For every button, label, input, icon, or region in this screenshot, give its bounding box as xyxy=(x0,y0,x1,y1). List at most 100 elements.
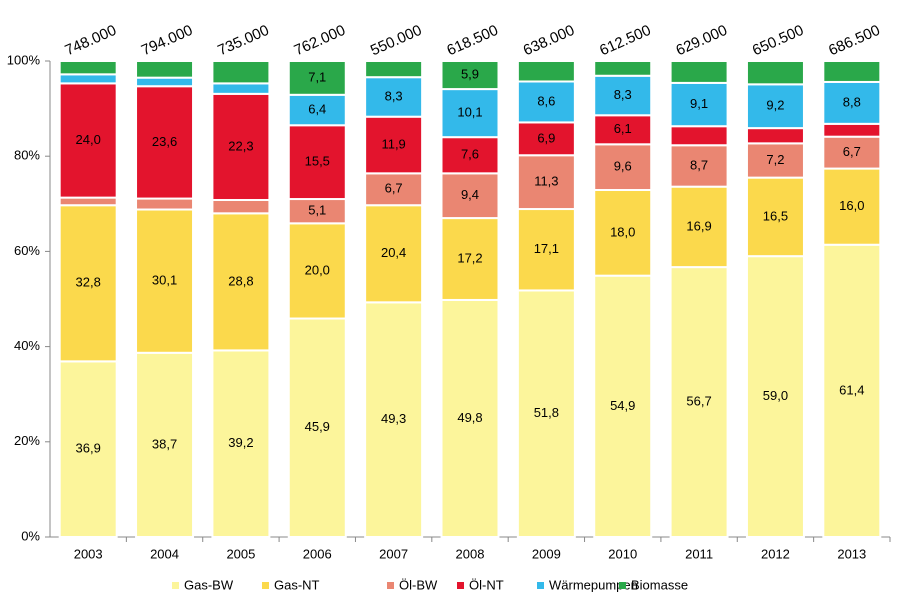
value-label: 56,7 xyxy=(686,393,711,408)
bar-segment xyxy=(287,317,347,538)
value-label: 10,1 xyxy=(457,105,482,120)
bar-segment xyxy=(135,60,195,79)
y-tick-label: 60% xyxy=(14,243,40,258)
bar-segment xyxy=(287,60,347,96)
legend-label: Wärmepumpen xyxy=(549,577,638,592)
y-tick-label: 20% xyxy=(14,433,40,448)
bar-segment xyxy=(822,122,882,138)
value-label: 36,9 xyxy=(76,441,101,456)
value-label: 49,8 xyxy=(457,410,482,425)
x-tick-label: 2009 xyxy=(532,546,561,561)
bar-segment xyxy=(364,60,424,79)
bar-segment xyxy=(211,82,271,95)
legend-swatch xyxy=(262,582,269,589)
bar-segment xyxy=(440,88,500,139)
bar-segment xyxy=(135,351,195,538)
legend-swatch xyxy=(619,582,626,589)
value-label: 59,0 xyxy=(763,388,788,403)
value-label: 38,7 xyxy=(152,436,177,451)
bar-segment xyxy=(58,204,118,363)
x-tick-label: 2012 xyxy=(761,546,790,561)
value-label: 28,8 xyxy=(228,273,253,288)
value-label: 8,3 xyxy=(614,87,632,102)
value-label: 5,1 xyxy=(308,203,326,218)
y-tick-label: 80% xyxy=(14,148,40,163)
value-label: 15,5 xyxy=(305,154,330,169)
total-label: 618.500 xyxy=(444,22,500,60)
value-label: 49,3 xyxy=(381,411,406,426)
value-label: 7,1 xyxy=(308,69,326,84)
bar-segment xyxy=(211,60,271,85)
total-label: 612.500 xyxy=(597,22,653,60)
value-label: 24,0 xyxy=(76,132,101,147)
value-label: 11,9 xyxy=(381,136,405,151)
legend-label: Öl-NT xyxy=(469,577,504,592)
value-label: 8,6 xyxy=(537,93,555,108)
bar-segment xyxy=(593,143,653,191)
legend-swatch xyxy=(457,582,464,589)
legend-label: Öl-BW xyxy=(399,577,438,592)
bar-segment xyxy=(669,60,729,84)
bar-segment xyxy=(135,197,195,211)
value-label: 54,9 xyxy=(610,398,635,413)
y-tick-label: 40% xyxy=(14,338,40,353)
value-label: 6,7 xyxy=(843,144,861,159)
bar-segment xyxy=(593,60,653,77)
total-label: 794.000 xyxy=(139,22,195,60)
value-label: 16,5 xyxy=(763,208,788,223)
value-label: 6,4 xyxy=(308,101,326,116)
value-label: 32,8 xyxy=(76,275,101,290)
bar-segment xyxy=(58,196,118,207)
x-tick-label: 2005 xyxy=(226,546,255,561)
legend-label: Gas-BW xyxy=(184,577,234,592)
x-tick-label: 2013 xyxy=(837,546,866,561)
x-tick-label: 2006 xyxy=(303,546,332,561)
bar-segment xyxy=(440,136,500,175)
bar-segment xyxy=(211,198,271,215)
bar-segment xyxy=(516,121,576,157)
total-label: 748.000 xyxy=(63,22,119,60)
bar-segment xyxy=(745,142,805,179)
total-label: 550.000 xyxy=(368,22,424,60)
x-tick-label: 2010 xyxy=(608,546,637,561)
value-label: 39,2 xyxy=(228,435,253,450)
value-label: 9,2 xyxy=(766,98,784,113)
bar-segment xyxy=(440,172,500,220)
x-tick-label: 2007 xyxy=(379,546,408,561)
value-label: 61,4 xyxy=(839,382,864,397)
bar-segment xyxy=(669,125,729,147)
value-label: 20,4 xyxy=(381,245,406,260)
total-label: 735.000 xyxy=(215,22,271,60)
value-label: 5,9 xyxy=(461,66,479,81)
bar-segment xyxy=(58,60,118,76)
legend-label: Gas-NT xyxy=(274,577,320,592)
value-label: 16,9 xyxy=(686,218,711,233)
bar-segment xyxy=(745,60,805,86)
bar-segment xyxy=(135,76,195,88)
bar-segment xyxy=(669,185,729,269)
value-label: 7,6 xyxy=(461,147,479,162)
value-label: 9,1 xyxy=(690,96,708,111)
value-label: 45,9 xyxy=(305,419,330,434)
value-label: 6,9 xyxy=(537,130,555,145)
total-label: 650.500 xyxy=(750,22,806,60)
bar-segment xyxy=(516,154,576,211)
bar-segment xyxy=(593,274,653,538)
total-label: 686.500 xyxy=(826,22,882,60)
x-tick-label: 2003 xyxy=(74,546,103,561)
bar-segment xyxy=(669,266,729,538)
x-tick-label: 2004 xyxy=(150,546,179,561)
x-tick-label: 2011 xyxy=(685,546,713,561)
value-label: 9,6 xyxy=(614,159,632,174)
bar-segment xyxy=(135,85,195,200)
bar-segment xyxy=(364,204,424,304)
bar-segment xyxy=(287,198,347,225)
value-label: 22,3 xyxy=(228,138,253,153)
bar-segment xyxy=(745,127,805,145)
bar-segment xyxy=(287,222,347,320)
bar-segment xyxy=(516,60,576,83)
value-label: 18,0 xyxy=(610,224,635,239)
bar-segment xyxy=(58,73,118,85)
bar-segment xyxy=(364,301,424,538)
